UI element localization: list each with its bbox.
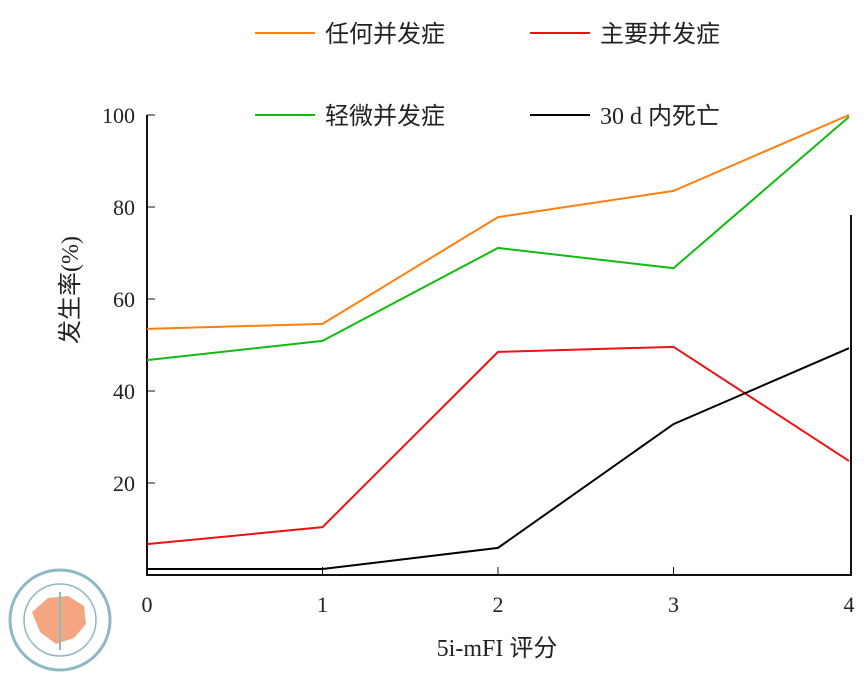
y-tick-label: 20 xyxy=(113,471,135,496)
series-line xyxy=(146,116,850,362)
x-axis-label: 5i-mFI 评分 xyxy=(437,635,558,662)
legend-label: 30 d 内死亡 xyxy=(600,103,720,130)
y-tick-label: 80 xyxy=(113,195,135,220)
y-tick-label: 40 xyxy=(113,379,135,404)
legend-label: 轻微并发症 xyxy=(325,103,445,130)
y-tick-label: 60 xyxy=(113,287,135,312)
series-line xyxy=(147,347,850,571)
legend-label: 主要并发症 xyxy=(600,21,720,48)
x-tick-label: 0 xyxy=(142,592,153,617)
series-lines xyxy=(146,114,850,571)
axis-frame xyxy=(146,115,852,576)
y-tick-label: 100 xyxy=(102,103,135,128)
series-line xyxy=(146,114,850,330)
x-tick-label: 1 xyxy=(317,592,328,617)
x-tick-label: 3 xyxy=(668,592,679,617)
x-tick-label: 2 xyxy=(493,592,504,617)
series-line xyxy=(146,345,850,546)
x-tick-label: 4 xyxy=(844,592,855,617)
chinese-medical-association-logo xyxy=(8,568,112,672)
axes: 0 1 2 3 4 20 40 60 80 100 xyxy=(102,103,855,617)
y-axis-label: 发生率(%) xyxy=(57,236,84,344)
legend-label: 任何并发症 xyxy=(325,21,445,48)
